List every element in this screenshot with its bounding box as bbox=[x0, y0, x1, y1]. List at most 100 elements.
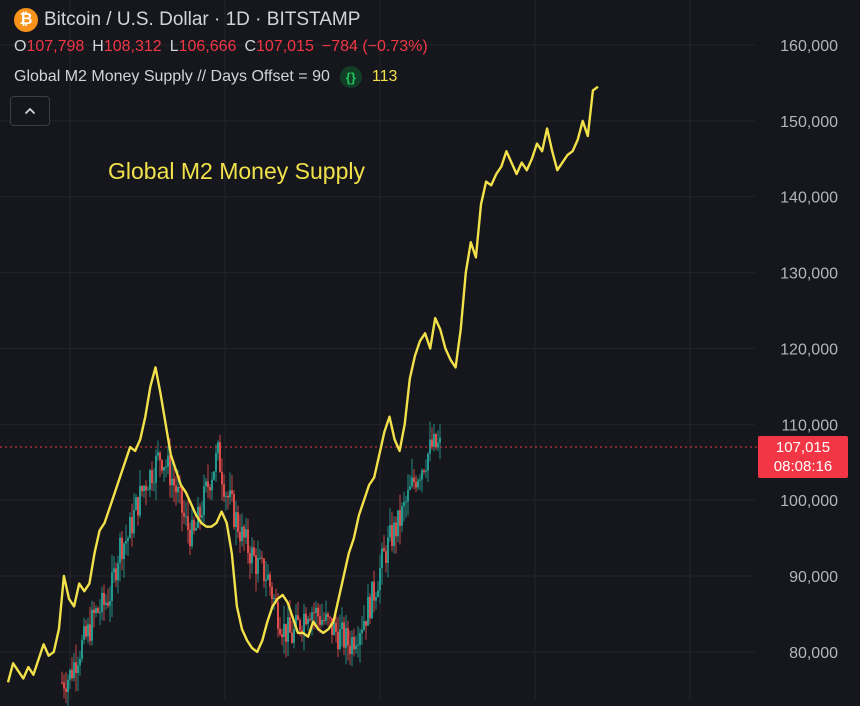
candle-body bbox=[309, 618, 311, 621]
y-tick-label: 120,000 bbox=[780, 341, 838, 358]
symbol-header[interactable]: ₿ Bitcoin / U.S. Dollar · 1D · BITSTAMP bbox=[14, 8, 360, 32]
candle-body bbox=[105, 602, 107, 605]
candle-body bbox=[403, 502, 405, 507]
candle-body bbox=[289, 617, 291, 633]
candle-body bbox=[165, 466, 167, 468]
candle-body bbox=[365, 621, 367, 626]
candle-body bbox=[413, 477, 415, 483]
candle-body bbox=[141, 486, 143, 492]
btc-candles bbox=[61, 421, 441, 706]
candle-body bbox=[153, 482, 155, 484]
candle-body bbox=[281, 634, 283, 638]
candle-body bbox=[177, 486, 179, 493]
candle-body bbox=[179, 486, 181, 488]
candle-body bbox=[331, 618, 333, 635]
candle-body bbox=[205, 481, 207, 487]
candle-body bbox=[225, 495, 227, 497]
candle-body bbox=[201, 515, 203, 518]
candle-body bbox=[183, 512, 185, 517]
candle-body bbox=[121, 537, 123, 560]
candle-body bbox=[327, 613, 329, 618]
candle-body bbox=[359, 633, 361, 645]
candle-body bbox=[169, 455, 171, 486]
candle-body bbox=[159, 452, 161, 461]
candle-body bbox=[271, 586, 273, 599]
candle-body bbox=[307, 618, 309, 625]
ohlc-low: L106,666 bbox=[169, 38, 237, 55]
candle-body bbox=[431, 439, 433, 448]
candle-body bbox=[305, 613, 307, 625]
candle-body bbox=[261, 557, 263, 559]
candle-body bbox=[409, 486, 411, 490]
candle-body bbox=[81, 639, 83, 659]
candle-body bbox=[113, 568, 115, 573]
candle-body bbox=[245, 529, 247, 538]
y-tick-label: 110,000 bbox=[781, 417, 838, 434]
candle-body bbox=[417, 480, 419, 488]
candle-body bbox=[211, 479, 213, 491]
chart-grid bbox=[0, 0, 755, 700]
candle-body bbox=[209, 487, 211, 491]
candle-body bbox=[259, 557, 261, 559]
candle-body bbox=[213, 471, 215, 480]
candle-body bbox=[339, 629, 341, 650]
candle-body bbox=[269, 574, 271, 587]
candle-body bbox=[439, 437, 441, 443]
candle-body bbox=[257, 558, 259, 574]
candle-body bbox=[171, 478, 173, 486]
collapse-legend-button[interactable] bbox=[10, 96, 50, 126]
candle-body bbox=[189, 529, 191, 546]
candle-body bbox=[325, 613, 327, 621]
candle-body bbox=[313, 612, 315, 614]
bitcoin-icon: ₿ bbox=[14, 8, 38, 32]
candle-body bbox=[397, 510, 399, 537]
candle-body bbox=[235, 512, 237, 527]
candle-body bbox=[231, 490, 233, 495]
candle-body bbox=[149, 470, 151, 490]
candle-body bbox=[215, 452, 217, 472]
last-price-value: 107,015 bbox=[775, 439, 831, 456]
candle-body bbox=[283, 623, 285, 638]
candle-body bbox=[379, 567, 381, 591]
candle-body bbox=[255, 555, 257, 574]
ohlc-change: −784 (−0.73%) bbox=[321, 38, 428, 55]
candle-body bbox=[119, 537, 121, 564]
candle-body bbox=[125, 541, 127, 544]
candle-body bbox=[297, 615, 299, 621]
candle-body bbox=[95, 608, 97, 614]
candle-body bbox=[199, 506, 201, 518]
candle-body bbox=[135, 497, 137, 510]
candle-body bbox=[267, 574, 269, 580]
candle-body bbox=[373, 581, 375, 601]
candle-body bbox=[277, 602, 279, 629]
ohlc-readout: O107,798 H108,312 L106,666 C107,015 −784… bbox=[14, 38, 428, 56]
candle-body bbox=[315, 607, 317, 613]
candle-body bbox=[85, 626, 87, 637]
candle-body bbox=[71, 669, 73, 679]
candle-body bbox=[311, 612, 313, 621]
candle-body bbox=[101, 592, 103, 613]
ohlc-close: C107,015 bbox=[244, 38, 314, 55]
candle-body bbox=[279, 628, 281, 635]
candle-body bbox=[377, 590, 379, 597]
candle-body bbox=[433, 433, 435, 448]
candle-body bbox=[191, 519, 193, 546]
candle-body bbox=[229, 490, 231, 498]
candle-body bbox=[341, 622, 343, 630]
candle-body bbox=[139, 486, 141, 516]
source-code-icon[interactable]: {} bbox=[339, 66, 362, 88]
candle-body bbox=[67, 679, 69, 692]
candle-body bbox=[263, 558, 265, 582]
indicator-legend[interactable]: Global M2 Money Supply // Days Offset = … bbox=[14, 66, 397, 88]
candle-body bbox=[301, 630, 303, 633]
candle-body bbox=[319, 616, 321, 625]
candle-body bbox=[83, 626, 85, 640]
candle-body bbox=[293, 629, 295, 643]
candle-body bbox=[333, 622, 335, 635]
candle-body bbox=[291, 632, 293, 643]
candle-body bbox=[389, 525, 391, 538]
candle-body bbox=[415, 482, 417, 488]
candle-body bbox=[383, 548, 385, 552]
